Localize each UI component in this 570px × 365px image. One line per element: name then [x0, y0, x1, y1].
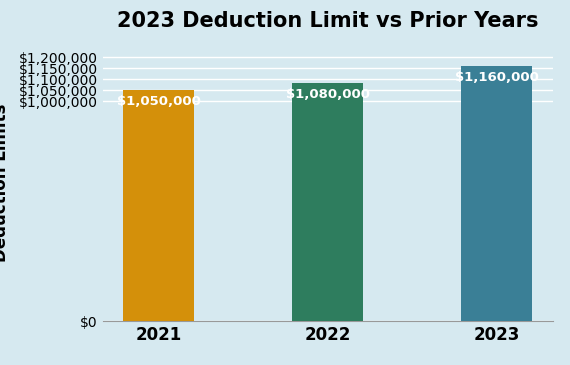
Text: $1,080,000: $1,080,000: [286, 88, 370, 101]
Bar: [461, 66, 532, 321]
Bar: [123, 90, 194, 321]
Text: $1,050,000: $1,050,000: [117, 95, 201, 108]
Title: 2023 Deduction Limit vs Prior Years: 2023 Deduction Limit vs Prior Years: [117, 11, 539, 31]
Y-axis label: Deduction Limits: Deduction Limits: [0, 103, 10, 262]
Bar: [292, 84, 363, 321]
Text: $1,160,000: $1,160,000: [455, 71, 539, 84]
